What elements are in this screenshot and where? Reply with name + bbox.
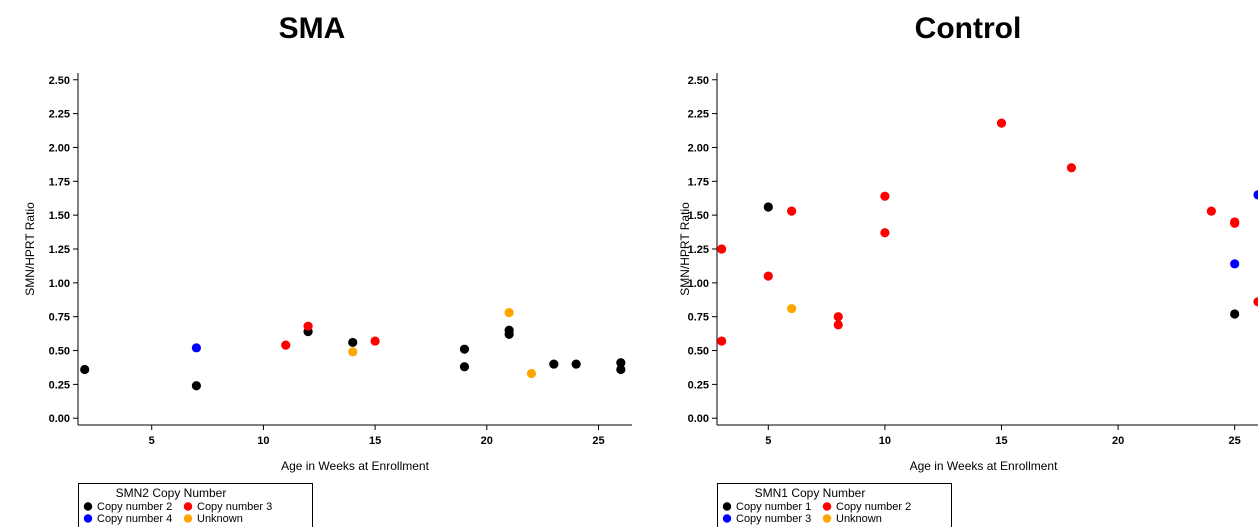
data-point [191, 343, 201, 353]
sma-x-axis-label: Age in Weeks at Enrollment [281, 459, 430, 473]
data-point [303, 321, 313, 331]
data-point [348, 337, 358, 348]
x-tick-label: 25 [592, 435, 604, 447]
legend-entry-label: Copy number 2 [836, 501, 911, 513]
y-tick-label: 1.25 [688, 244, 709, 256]
y-tick-label: 2.25 [688, 109, 709, 121]
y-tick-label: 0.75 [49, 312, 70, 324]
y-tick-label: 0.50 [688, 346, 709, 358]
legend-marker [83, 502, 93, 511]
legend-marker [722, 502, 732, 511]
data-point [80, 364, 90, 375]
y-tick-label: 0.25 [688, 379, 709, 391]
data-point [526, 368, 537, 379]
data-point [833, 312, 843, 322]
data-point [763, 271, 773, 281]
x-tick-label: 10 [257, 435, 269, 447]
data-point [880, 228, 890, 238]
control-legend-box [717, 483, 952, 527]
y-tick-label: 1.25 [49, 244, 70, 256]
data-point [1230, 218, 1240, 228]
legend-marker [83, 514, 93, 523]
y-tick-label: 2.50 [49, 75, 70, 87]
y-tick-label: 1.75 [49, 176, 70, 188]
data-point [348, 347, 358, 357]
data-point [1066, 163, 1077, 173]
x-tick-label: 15 [995, 435, 1007, 447]
sma-y-axis-label: SMN/HPRT Ratio [23, 202, 37, 296]
x-tick-label: 25 [1229, 435, 1241, 447]
data-point [616, 358, 626, 368]
data-point [763, 202, 773, 212]
legend-entry-label: Copy number 4 [97, 513, 172, 525]
data-point [1206, 206, 1216, 216]
y-tick-label: 2.00 [688, 142, 709, 154]
data-point [833, 320, 843, 330]
data-point [191, 381, 201, 391]
data-point [717, 244, 727, 254]
legend-marker [822, 502, 832, 511]
y-tick-label: 1.75 [688, 176, 709, 188]
chart-title-control: Control [914, 12, 1022, 45]
data-point [370, 336, 380, 346]
data-point [504, 329, 514, 339]
legend-entry-label: Unknown [836, 513, 882, 525]
sma-scatter-panel: 0.00 0.25 0.50 0.75 1.00 1.25 1.50 1.75 2.00 2.25… [23, 73, 632, 527]
legend-marker [822, 514, 832, 523]
x-tick-label: 20 [481, 435, 493, 447]
data-point [787, 206, 797, 216]
x-tick-label: 10 [879, 435, 891, 447]
data-point [616, 364, 626, 375]
data-point [1230, 309, 1240, 319]
y-tick-label: 0.25 [49, 379, 70, 391]
x-tick-label: 15 [369, 435, 381, 447]
legend-entry-label: Copy number 2 [97, 501, 172, 513]
data-point [571, 359, 581, 369]
data-point [459, 362, 470, 372]
control-scatter-panel: 0.00 0.25 0.50 0.75 1.00 1.25 1.50 1.75 2.00 2.25… [678, 73, 1258, 527]
y-tick-label: 1.50 [688, 210, 709, 222]
control-legend-title: SMN1 Copy Number [755, 486, 866, 500]
data-point [459, 344, 470, 354]
y-tick-label: 0.00 [688, 413, 709, 425]
x-tick-label: 5 [765, 435, 771, 447]
x-tick-label: 5 [149, 435, 155, 447]
data-point [996, 118, 1007, 128]
chart-title-sma: SMA [278, 12, 346, 45]
data-point [717, 336, 727, 346]
data-point [880, 191, 890, 201]
control-y-axis-label: SMN/HPRT Ratio [678, 202, 692, 296]
legend-entry-label: Copy number 1 [736, 501, 811, 513]
y-tick-label: 1.00 [688, 278, 709, 290]
y-tick-label: 1.50 [49, 210, 70, 222]
legend-entry-label: Unknown [197, 513, 243, 525]
y-tick-label: 2.25 [49, 109, 70, 121]
data-point [1253, 297, 1258, 307]
y-tick-label: 0.75 [688, 312, 709, 324]
data-point [1230, 259, 1240, 269]
y-tick-label: 2.50 [688, 75, 709, 87]
control-x-axis-label: Age in Weeks at Enrollment [910, 459, 1059, 473]
legend-marker [722, 514, 732, 523]
data-point [281, 340, 291, 350]
legend-entry-label: Copy number 3 [197, 501, 272, 513]
x-tick-label: 20 [1112, 435, 1124, 447]
data-point [504, 308, 514, 318]
data-point [549, 359, 559, 369]
legend-marker [183, 514, 193, 523]
sma-legend-box [78, 483, 313, 527]
y-tick-label: 2.00 [49, 142, 70, 154]
legend-entry-label: Copy number 3 [736, 513, 811, 525]
y-tick-label: 0.00 [49, 413, 70, 425]
sma-legend-title: SMN2 Copy Number [116, 486, 227, 500]
y-tick-label: 1.00 [49, 278, 70, 290]
y-tick-label: 0.50 [49, 346, 70, 358]
legend-marker [183, 502, 193, 511]
data-point [787, 303, 797, 314]
data-point [1253, 190, 1258, 200]
